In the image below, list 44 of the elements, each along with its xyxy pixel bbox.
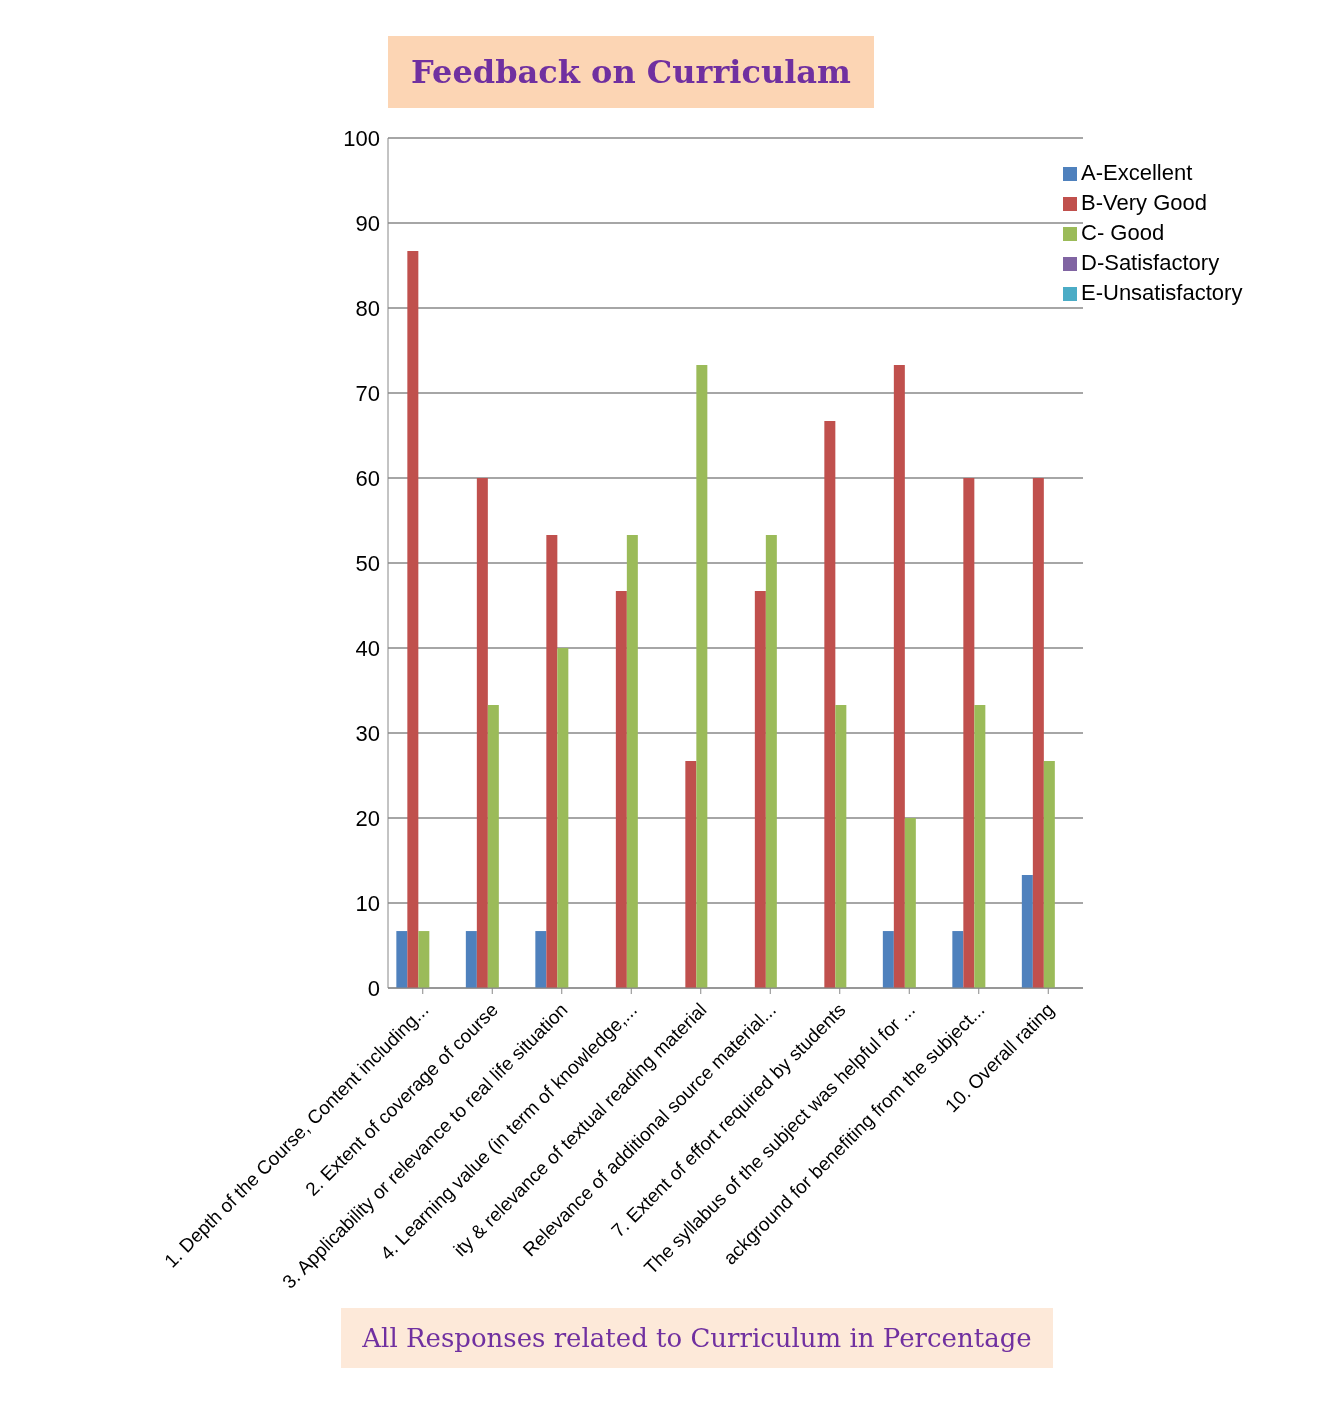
y-tick-label: 80 xyxy=(355,295,380,321)
bar xyxy=(904,818,916,988)
bar xyxy=(407,251,419,988)
y-tick-label: 100 xyxy=(343,125,380,151)
bar xyxy=(396,931,408,988)
y-tick-label: 70 xyxy=(355,380,380,406)
bar xyxy=(685,761,697,988)
legend-label: E-Unsatisfactory xyxy=(1081,280,1243,305)
bar xyxy=(487,704,499,988)
y-tick-label: 50 xyxy=(355,550,380,576)
bar xyxy=(476,478,488,988)
bar xyxy=(754,591,766,988)
bar xyxy=(465,931,477,988)
y-tick-label: 30 xyxy=(355,720,380,746)
bar xyxy=(765,534,777,988)
bar xyxy=(615,591,627,988)
bar xyxy=(1043,761,1055,988)
bar xyxy=(546,534,558,988)
y-tick-label: 10 xyxy=(355,890,380,916)
bar xyxy=(835,704,847,988)
bar xyxy=(418,931,430,988)
bar xyxy=(1021,874,1033,988)
bar xyxy=(1032,478,1044,988)
legend-label: B-Very Good xyxy=(1081,190,1207,215)
bar xyxy=(626,534,638,988)
y-tick-label: 0 xyxy=(367,975,380,1001)
bar xyxy=(963,478,975,988)
bar xyxy=(824,421,836,988)
bar xyxy=(882,931,894,988)
y-tick-label: 40 xyxy=(355,635,380,661)
chart-title: Feedback on Curriculam xyxy=(411,53,851,91)
bar xyxy=(952,931,964,988)
legend-label: D-Satisfactory xyxy=(1081,250,1220,275)
y-tick-label: 90 xyxy=(355,210,380,236)
legend-label: C- Good xyxy=(1081,220,1165,245)
bar xyxy=(557,648,569,988)
y-tick-label: 60 xyxy=(355,465,380,491)
legend-label: A-Excellent xyxy=(1081,160,1193,185)
x-axis-title: All Responses related to Curriculum in Percentage xyxy=(362,1323,1032,1353)
bar xyxy=(893,364,905,988)
bar xyxy=(535,931,547,988)
bar xyxy=(696,364,708,988)
y-tick-label: 20 xyxy=(355,805,380,831)
bar xyxy=(974,704,986,988)
